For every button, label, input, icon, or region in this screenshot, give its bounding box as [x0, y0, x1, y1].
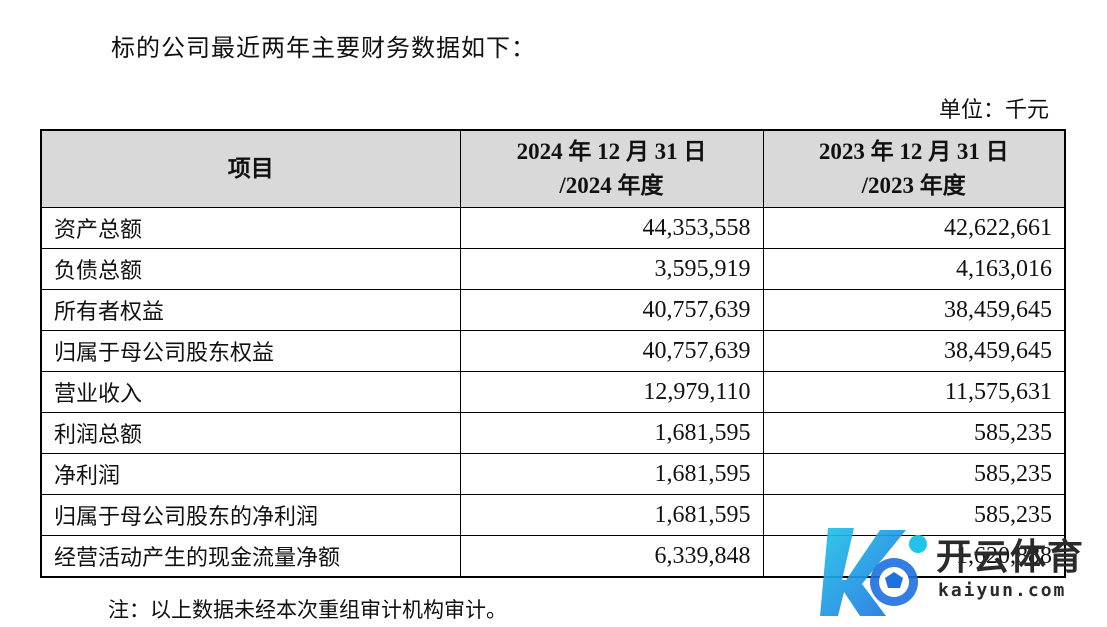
kaiyun-watermark: 开云体育 kaiyun.com: [820, 522, 1100, 622]
watermark-domain: kaiyun.com: [938, 580, 1067, 601]
table-header: 项目 2024 年 12 月 31 日 /2024 年度 2023 年 12 月…: [40, 129, 1066, 208]
header-2024: 2024 年 12 月 31 日 /2024 年度: [459, 129, 764, 208]
row-value-2023: 585,235: [762, 453, 1066, 495]
row-value-2024: 1,681,595: [459, 494, 764, 536]
financial-data-table: 项目 2024 年 12 月 31 日 /2024 年度 2023 年 12 月…: [40, 129, 1066, 578]
table-row: 负债总额 3,595,919 4,163,016: [40, 248, 1066, 290]
header-row: 项目 2024 年 12 月 31 日 /2024 年度 2023 年 12 月…: [40, 129, 1066, 208]
row-value-2023: 38,459,645: [762, 289, 1066, 331]
table-row: 所有者权益 40,757,639 38,459,645: [40, 289, 1066, 331]
row-value-2024: 3,595,919: [459, 248, 764, 290]
header-2023-line1: 2023 年 12 月 31 日: [818, 139, 1009, 164]
unit-label: 单位：千元: [938, 98, 1049, 123]
row-value-2023: 11,575,631: [762, 371, 1066, 413]
row-item: 营业收入: [40, 371, 461, 413]
row-value-2024: 44,353,558: [459, 207, 764, 249]
table-body: 资产总额 44,353,558 42,622,661 负债总额 3,595,91…: [40, 207, 1066, 578]
table-row: 资产总额 44,353,558 42,622,661: [40, 207, 1066, 249]
row-value-2023: 42,622,661: [762, 207, 1066, 249]
row-value-2024: 40,757,639: [459, 289, 764, 331]
row-item: 负债总额: [40, 248, 461, 290]
row-value-2024: 12,979,110: [459, 371, 764, 413]
row-item: 利润总额: [40, 412, 461, 454]
table-row: 营业收入 12,979,110 11,575,631: [40, 371, 1066, 413]
header-item: 项目: [40, 129, 461, 208]
row-value-2023: 585,235: [762, 494, 1066, 536]
row-value-2024: 40,757,639: [459, 330, 764, 372]
row-value-2023: 4,163,016: [762, 248, 1066, 290]
row-value-2024: 1,681,595: [459, 412, 764, 454]
row-item: 资产总额: [40, 207, 461, 249]
row-value-2023: 585,235: [762, 412, 1066, 454]
row-item: 经营活动产生的现金流量净额: [40, 535, 461, 578]
footnote: 注：以上数据未经本次重组审计机构审计。: [108, 598, 507, 622]
table-row: 归属于母公司股东的净利润 1,681,595 585,235: [40, 494, 1066, 536]
table-row: 归属于母公司股东权益 40,757,639 38,459,645: [40, 330, 1066, 372]
row-value-2023: 38,459,645: [762, 330, 1066, 372]
intro-text: 标的公司最近两年主要财务数据如下：: [111, 34, 536, 62]
table-row: 经营活动产生的现金流量净额 6,339,848 1,620,888: [40, 535, 1066, 578]
row-item: 归属于母公司股东的净利润: [40, 494, 461, 536]
row-item: 净利润: [40, 453, 461, 495]
table-row: 净利润 1,681,595 585,235: [40, 453, 1066, 495]
kaiyun-logo-icon: [820, 528, 927, 616]
row-item: 归属于母公司股东权益: [40, 330, 461, 372]
table-row: 利润总额 1,681,595 585,235: [40, 412, 1066, 454]
header-2024-line2: /2024 年度: [559, 173, 664, 198]
row-value-2024: 6,339,848: [459, 535, 764, 578]
header-2023: 2023 年 12 月 31 日 /2023 年度: [762, 129, 1066, 208]
row-item: 所有者权益: [40, 289, 461, 331]
header-2023-line2: /2023 年度: [861, 173, 966, 198]
watermark-brand: 开云体育: [936, 537, 1085, 578]
row-value-2024: 1,681,595: [459, 453, 764, 495]
header-2024-line1: 2024 年 12 月 31 日: [516, 139, 707, 164]
